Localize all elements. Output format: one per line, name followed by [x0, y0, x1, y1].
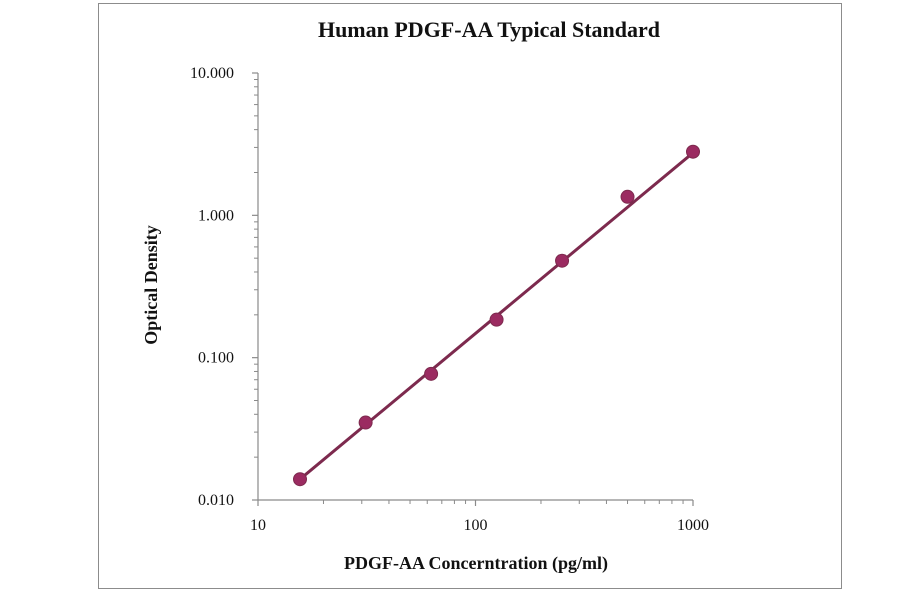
data-point [620, 189, 635, 204]
x-tick-label: 1000 [677, 517, 709, 534]
x-axis-title: PDGF-AA Concerntration (pg/ml) [344, 553, 608, 574]
y-tick-label: 10.000 [190, 65, 234, 82]
y-tick-label: 0.010 [198, 492, 234, 509]
data-point [358, 415, 373, 430]
data-point [293, 472, 308, 487]
data-point [686, 144, 700, 159]
tick-labels: 0.010 0.100 1.000 10.000 10 100 1000 [190, 65, 709, 534]
axes [252, 72, 694, 506]
data-point [424, 366, 439, 381]
chart-title: Human PDGF-AA Typical Standard [318, 17, 660, 42]
chart-frame [98, 3, 842, 589]
data-point [555, 253, 570, 268]
y-tick-label: 1.000 [198, 207, 234, 224]
x-tick-label: 10 [250, 517, 266, 534]
data-point [489, 312, 504, 327]
x-tick-label: 100 [464, 517, 488, 534]
y-tick-label: 0.100 [198, 350, 234, 367]
points-group [293, 144, 700, 487]
y-axis-title: Optical Density [141, 225, 161, 345]
